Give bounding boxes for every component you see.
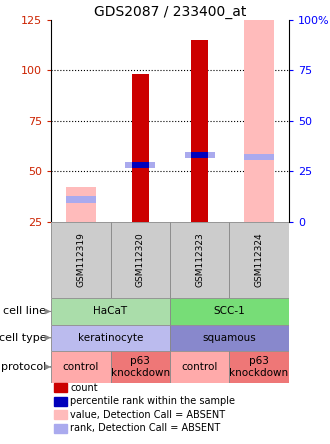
Bar xyxy=(125,162,155,168)
Text: SCC-1: SCC-1 xyxy=(214,306,245,317)
Bar xyxy=(229,351,289,383)
Text: GSM112320: GSM112320 xyxy=(136,233,145,287)
Text: p63
knockdown: p63 knockdown xyxy=(229,356,289,378)
Bar xyxy=(170,298,289,325)
Bar xyxy=(51,222,111,298)
Text: keratinocyte: keratinocyte xyxy=(78,333,143,343)
Text: GSM112323: GSM112323 xyxy=(195,233,204,287)
Bar xyxy=(53,396,67,406)
Bar xyxy=(53,424,67,433)
Bar xyxy=(111,351,170,383)
Bar xyxy=(53,410,67,419)
Bar xyxy=(66,197,96,202)
Text: rank, Detection Call = ABSENT: rank, Detection Call = ABSENT xyxy=(70,423,220,433)
Bar xyxy=(191,152,208,158)
Bar xyxy=(191,40,208,222)
Bar xyxy=(53,383,67,392)
Text: p63
knockdown: p63 knockdown xyxy=(111,356,170,378)
Text: cell line: cell line xyxy=(3,306,47,317)
Bar xyxy=(132,162,148,168)
Bar xyxy=(229,222,289,298)
Bar xyxy=(132,75,148,222)
Title: GDS2087 / 233400_at: GDS2087 / 233400_at xyxy=(94,5,246,19)
Bar xyxy=(170,351,229,383)
Bar xyxy=(51,298,170,325)
Text: value, Detection Call = ABSENT: value, Detection Call = ABSENT xyxy=(70,410,225,420)
Text: GSM112324: GSM112324 xyxy=(254,233,264,287)
Text: GSM112319: GSM112319 xyxy=(76,233,85,287)
Bar xyxy=(185,152,214,158)
Text: cell type: cell type xyxy=(0,333,47,343)
Bar xyxy=(66,187,96,222)
Bar xyxy=(244,20,274,222)
Bar xyxy=(51,351,111,383)
Bar xyxy=(170,222,229,298)
Text: control: control xyxy=(63,362,99,372)
Text: protocol: protocol xyxy=(1,362,47,372)
Bar xyxy=(244,154,274,160)
Bar xyxy=(170,325,289,351)
Text: squamous: squamous xyxy=(203,333,256,343)
Text: HaCaT: HaCaT xyxy=(93,306,128,317)
Text: count: count xyxy=(70,383,98,392)
Text: percentile rank within the sample: percentile rank within the sample xyxy=(70,396,235,406)
Text: control: control xyxy=(182,362,218,372)
Bar xyxy=(111,222,170,298)
Bar xyxy=(51,325,170,351)
